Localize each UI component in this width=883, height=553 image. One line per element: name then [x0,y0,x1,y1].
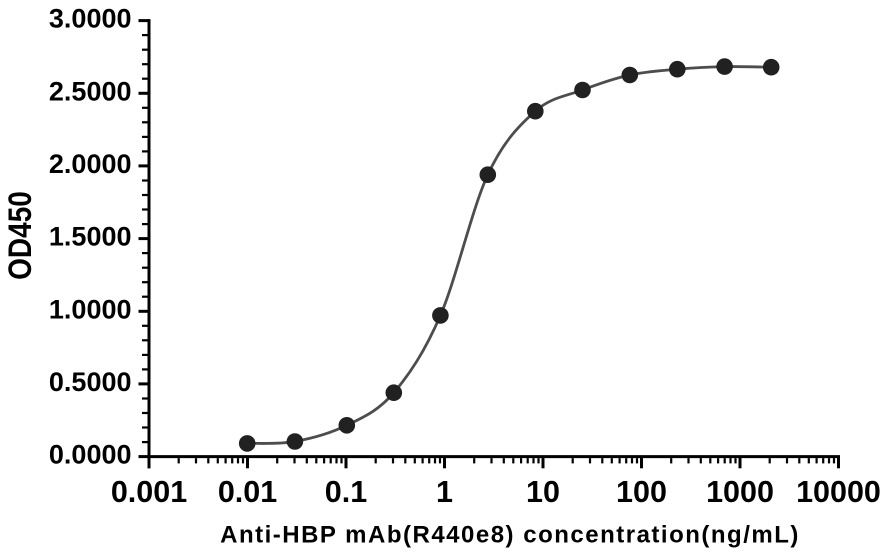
svg-text:10000: 10000 [796,475,881,509]
svg-text:OD450: OD450 [3,191,38,280]
svg-text:0.1: 0.1 [325,475,367,509]
svg-text:100: 100 [616,475,667,509]
svg-text:2.5000: 2.5000 [49,76,132,106]
svg-text:1000: 1000 [706,475,774,509]
svg-text:1.0000: 1.0000 [49,294,132,324]
svg-text:0.5000: 0.5000 [49,367,132,397]
svg-text:1: 1 [436,475,453,509]
svg-text:2.0000: 2.0000 [49,149,132,179]
svg-text:Anti-HBP mAb(R440e8) concentra: Anti-HBP mAb(R440e8) concentration(ng/mL… [220,522,800,549]
svg-text:0.01: 0.01 [218,475,277,509]
svg-text:3.0000: 3.0000 [49,4,132,34]
svg-text:10: 10 [526,475,560,509]
svg-text:1.5000: 1.5000 [49,222,132,252]
svg-text:0.001: 0.001 [111,475,187,509]
svg-text:0.0000: 0.0000 [49,440,132,470]
